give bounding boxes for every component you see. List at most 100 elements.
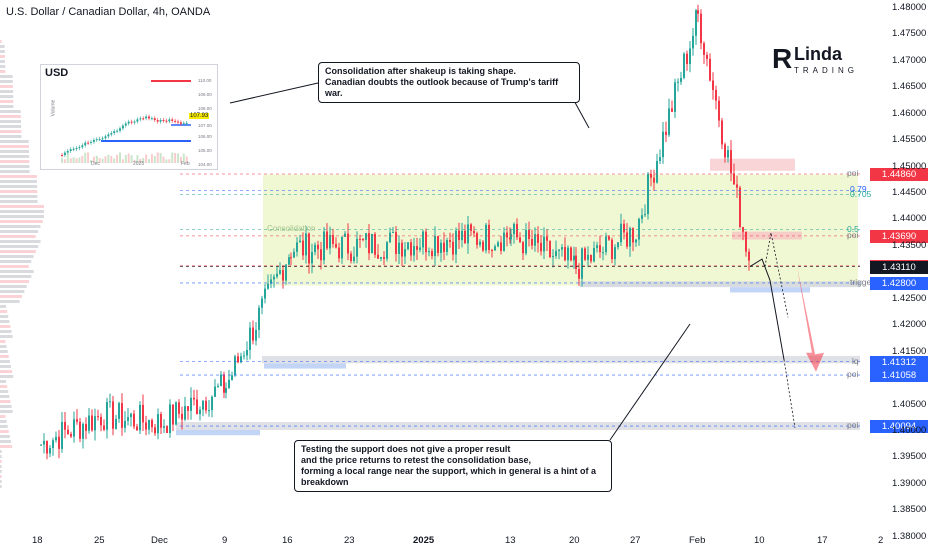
volume-profile-bar — [0, 235, 36, 238]
inset-volume-bar — [133, 159, 136, 163]
candle-body — [620, 223, 622, 243]
level-price-tag: 1.42800 — [870, 276, 928, 290]
time-axis-tick: 16 — [282, 535, 293, 546]
volume-profile-bar — [0, 95, 14, 98]
volume-profile-bar — [0, 355, 9, 358]
volume-profile-bar — [0, 390, 9, 393]
inset-ytick-5: 105.00 — [198, 148, 212, 153]
inset-candle-body — [66, 150, 69, 153]
inset-candle-body — [148, 116, 150, 119]
candle-body — [543, 236, 545, 252]
level-label: poi — [847, 420, 859, 431]
logo-line-2: TRADING — [794, 66, 858, 75]
candles — [40, 4, 750, 460]
candle-body — [353, 256, 355, 262]
volume-profile-bar — [0, 385, 8, 388]
inset-candle-body — [107, 134, 110, 137]
volume-profile-bar — [0, 440, 11, 443]
candle-body — [270, 279, 272, 284]
candle-body — [464, 230, 466, 244]
candle-body — [246, 349, 248, 356]
volume-profile-bar — [0, 475, 2, 478]
candle-body — [506, 232, 508, 238]
candle-body — [160, 414, 162, 428]
candle-body — [187, 406, 189, 411]
level-label: 0.705 — [850, 188, 872, 199]
candle-body — [437, 236, 439, 254]
price-axis-tick: 1.46000 — [892, 107, 927, 119]
volume-profile-bar — [0, 185, 38, 188]
candle-body — [139, 404, 141, 431]
inset-candle-body — [159, 119, 162, 122]
inset-chart — [61, 80, 191, 163]
inset-candle-body — [150, 118, 153, 120]
candle-body — [136, 426, 138, 431]
volume-profile-bar — [0, 75, 13, 78]
callout-top: Consolidation after shakeup is taking sh… — [318, 62, 580, 103]
price-axis-tick: 1.42000 — [892, 319, 927, 331]
price-axis-tick: 1.44000 — [892, 213, 927, 225]
volume-profile-bar — [0, 225, 41, 228]
candle-body — [223, 374, 225, 393]
inset-candle-body — [145, 116, 148, 119]
candle-body — [208, 410, 210, 412]
candle-body — [211, 396, 213, 411]
lq-zone-blue — [264, 363, 346, 369]
volume-profile-bar — [0, 455, 2, 458]
volume-profile-bar — [0, 65, 6, 68]
inset-volume-bar — [87, 152, 90, 163]
price-axis-tick: 1.40500 — [892, 398, 927, 410]
volume-profile-bar — [0, 105, 14, 108]
volume-profile-bar — [0, 415, 6, 418]
inset-volume-bar — [139, 158, 142, 163]
inset-volume-bar — [78, 157, 81, 163]
candle-body — [237, 356, 239, 363]
candle-body — [40, 444, 42, 446]
candle-body — [593, 248, 595, 262]
time-axis-tick: 2 — [878, 535, 884, 546]
candle-body — [279, 270, 281, 274]
candle-body — [692, 35, 694, 49]
candle-body — [130, 413, 132, 418]
volume-profile-bar — [0, 335, 13, 338]
candle-body — [428, 251, 430, 253]
volume-profile-bar — [0, 205, 44, 208]
candle-body — [482, 241, 484, 251]
candle-body — [220, 374, 222, 386]
volume-profile-bar — [0, 115, 21, 118]
inset-ytick-6: 104.00 — [198, 162, 212, 167]
level-price-tag: 1.44860 — [870, 167, 928, 181]
inset-candle-body — [90, 141, 92, 143]
candle-body — [665, 131, 667, 135]
candle-body — [49, 447, 51, 454]
volume-profile-bar — [0, 400, 11, 403]
candle-body — [190, 397, 192, 411]
candle-body — [293, 251, 295, 258]
candle-body — [697, 10, 699, 14]
candle-body — [46, 440, 48, 454]
candle-body — [61, 422, 63, 449]
candle-body — [674, 82, 676, 112]
volume-profile-bar — [0, 170, 30, 173]
candle-body — [653, 177, 655, 183]
candle-body — [452, 241, 454, 255]
candle-body — [709, 58, 711, 81]
time-axis-tick: Dec — [151, 535, 168, 546]
candle-body — [581, 248, 583, 279]
candle-body — [485, 224, 487, 251]
volume-profile-bar — [0, 285, 27, 288]
candle-body — [434, 236, 436, 257]
candle-body — [656, 161, 658, 183]
candle-body — [736, 184, 738, 188]
candle-body — [413, 246, 415, 256]
inset-candle-body — [182, 123, 185, 125]
level-price-tag: 1.41312 — [870, 355, 928, 369]
volume-profile-bar — [0, 295, 22, 298]
candle-body — [124, 420, 126, 428]
inset-volume-bar — [75, 158, 78, 163]
callout-top-line-1: Consolidation after shakeup is taking sh… — [325, 66, 517, 76]
candle-body — [302, 240, 304, 256]
callout-bottom-line-1: Testing the support does not give a prop… — [301, 444, 511, 454]
candle-body — [703, 43, 705, 55]
volume-profile-bar — [0, 345, 7, 348]
